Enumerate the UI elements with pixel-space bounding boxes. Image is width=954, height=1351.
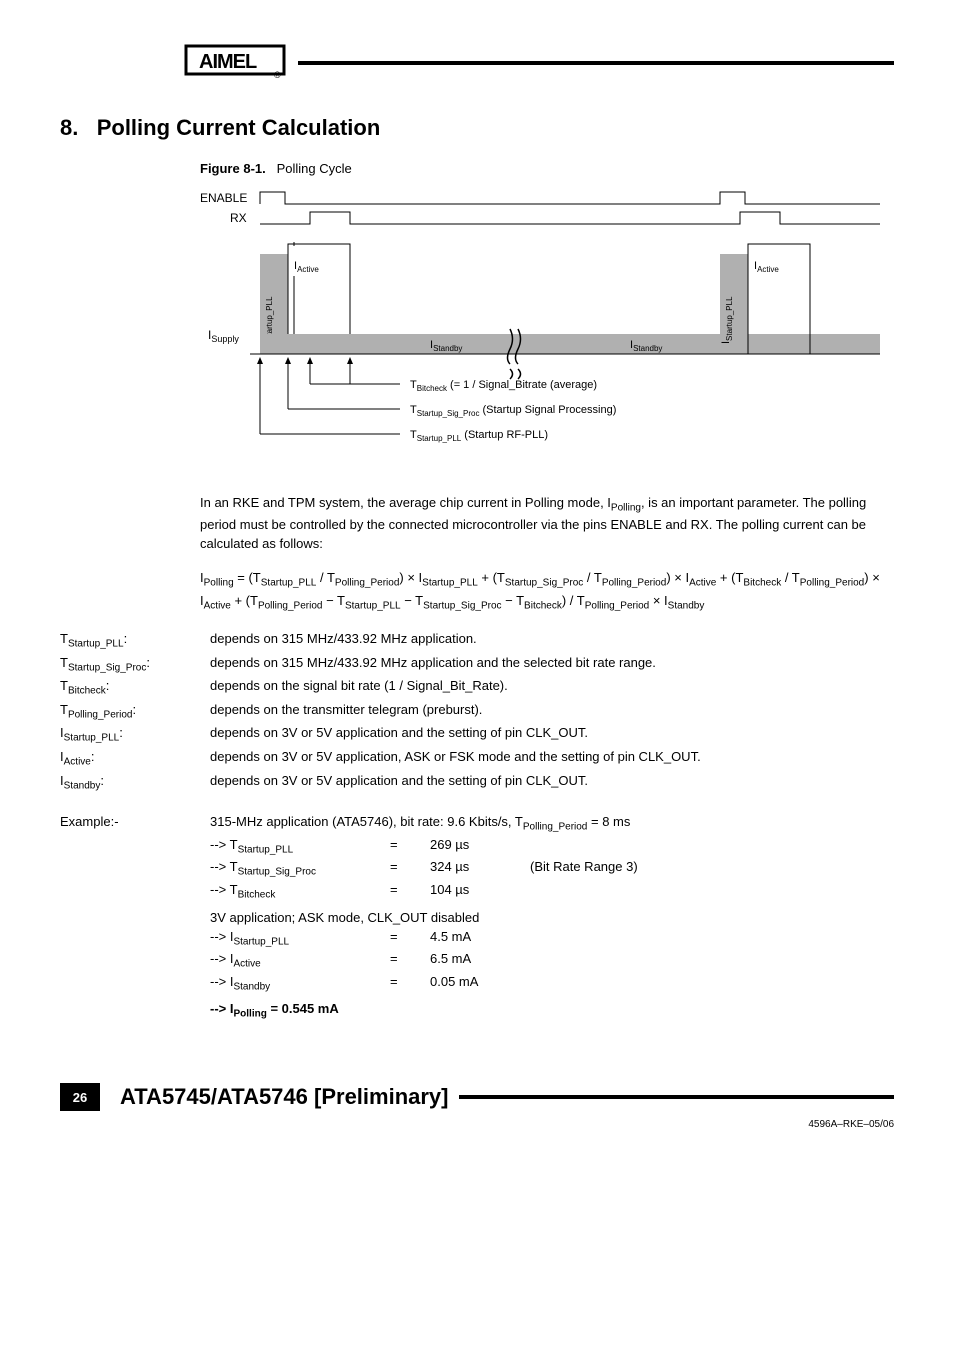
atmel-logo: AIMEL ®: [180, 40, 290, 85]
page-footer: 26 ATA5745/ATA5746 [Preliminary]: [60, 1083, 894, 1111]
svg-text:TStartup_Sig_Proc (Startup Sig: TStartup_Sig_Proc (Startup Signal Proces…: [410, 404, 616, 418]
svg-text:®: ®: [274, 70, 281, 80]
svg-text:ISupply: ISupply: [208, 328, 239, 344]
def-row: IStandby:depends on 3V or 5V application…: [60, 771, 860, 795]
page-header: AIMEL ®: [60, 40, 894, 85]
svg-text:TBitcheck (= 1 / Signal_Bitrat: TBitcheck (= 1 / Signal_Bitrate (average…: [410, 379, 597, 393]
def-row: TBitcheck:depends on the signal bit rate…: [60, 676, 860, 700]
example-row: --> TStartup_PLL=269 µs: [210, 835, 860, 858]
footer-rule: [459, 1095, 895, 1099]
definitions-table: TStartup_PLL:depends on 315 MHz/433.92 M…: [60, 629, 860, 794]
svg-text:ENABLE: ENABLE: [200, 191, 247, 205]
svg-text:IActive: IActive: [754, 260, 779, 274]
header-rule: [298, 61, 894, 65]
example-row: --> TStartup_Sig_Proc=324 µs(Bit Rate Ra…: [210, 857, 860, 880]
footer-title: ATA5745/ATA5746 [Preliminary]: [120, 1084, 449, 1110]
example-row: --> TBitcheck=104 µs: [210, 880, 860, 903]
svg-text:RX: RX: [230, 211, 247, 225]
page-number: 26: [60, 1083, 100, 1111]
svg-text:TStartup_PLL (Startup RF-PLL): TStartup_PLL (Startup RF-PLL): [410, 429, 548, 443]
def-row: TStartup_Sig_Proc:depends on 315 MHz/433…: [60, 653, 860, 677]
svg-text:AIMEL: AIMEL: [199, 51, 257, 73]
svg-text:IActive: IActive: [294, 260, 319, 274]
example-row: --> IStartup_PLL=4.5 mA: [210, 927, 860, 950]
def-row: TPolling_Period:depends on the transmitt…: [60, 700, 860, 724]
def-row: IStartup_PLL:depends on 3V or 5V applica…: [60, 723, 860, 747]
example-block: Example:- 315-MHz application (ATA5746),…: [60, 812, 860, 1023]
figure-caption: Figure 8-1. Polling Cycle: [200, 161, 894, 176]
def-row: IActive:depends on 3V or 5V application,…: [60, 747, 860, 771]
section-title: 8. Polling Current Calculation: [60, 115, 894, 141]
intro-paragraph: In an RKE and TPM system, the average ch…: [200, 494, 894, 554]
doc-id: 4596A–RKE–05/06: [60, 1119, 894, 1130]
polling-cycle-diagram: ENABLE RX ISupply IStartup_PLL IActive I…: [200, 184, 880, 464]
example-row: --> IStandby=0.05 mA: [210, 972, 860, 995]
example-row: --> IActive=6.5 mA: [210, 949, 860, 972]
def-row: TStartup_PLL:depends on 315 MHz/433.92 M…: [60, 629, 860, 653]
polling-formula: IPolling = (TStartup_PLL / TPolling_Peri…: [200, 568, 894, 615]
